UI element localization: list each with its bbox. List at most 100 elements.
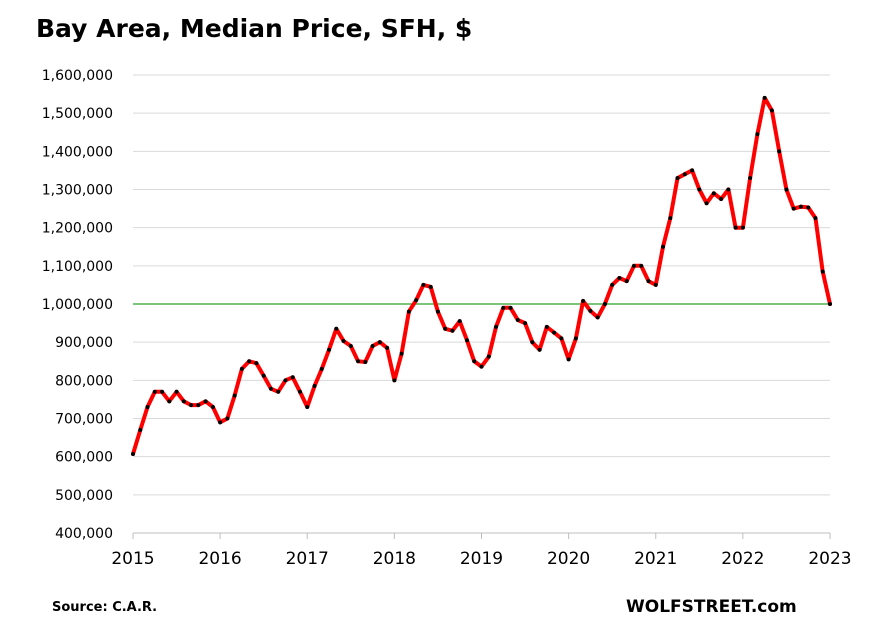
data-point [828, 302, 832, 306]
data-point [370, 343, 375, 348]
data-point [588, 308, 593, 313]
data-point [464, 338, 469, 343]
data-point [617, 276, 622, 281]
y-tick-label: 700,000 [55, 412, 113, 428]
data-point [385, 345, 390, 350]
data-point [160, 389, 165, 394]
data-point [472, 359, 477, 364]
y-tick-label: 1,600,000 [42, 68, 113, 84]
y-tick-label: 1,500,000 [42, 106, 113, 122]
x-tick-label: 2021 [634, 549, 677, 569]
series-group [131, 95, 832, 456]
y-tick-label: 1,400,000 [42, 144, 113, 160]
data-point [711, 191, 716, 196]
data-point [450, 328, 455, 333]
data-point [494, 324, 499, 329]
data-point [508, 305, 513, 310]
data-point [552, 330, 557, 335]
data-point [297, 389, 302, 394]
data-point [479, 364, 484, 369]
data-point [653, 282, 658, 287]
x-tick-label: 2022 [721, 549, 764, 569]
data-point [290, 375, 295, 380]
data-point [595, 315, 600, 320]
x-axis: 2015 2016 2017 2018 2019 2020 2021 2022 2023 [111, 532, 852, 569]
data-point [312, 384, 317, 389]
data-point [283, 378, 288, 383]
data-point [697, 187, 702, 192]
data-point [428, 284, 433, 289]
brand-watermark: WOLFSTREET.com [626, 597, 797, 617]
data-point [457, 319, 462, 324]
data-point [704, 201, 709, 206]
data-point [486, 354, 491, 359]
data-point [501, 305, 506, 310]
data-point [675, 176, 680, 181]
data-point [377, 340, 382, 345]
data-point [762, 95, 767, 100]
data-point [661, 244, 666, 249]
data-point [319, 366, 324, 371]
y-tick-label: 1,200,000 [42, 221, 113, 237]
x-tick-label: 2016 [198, 549, 241, 569]
data-point [203, 399, 208, 404]
data-point [581, 298, 586, 303]
data-point [769, 108, 774, 113]
y-tick-label: 900,000 [55, 335, 113, 351]
data-point [247, 359, 252, 364]
y-tick-label: 1,100,000 [42, 259, 113, 275]
data-point [356, 359, 361, 364]
data-point [239, 366, 244, 371]
data-point [726, 187, 731, 192]
y-tick-label: 800,000 [55, 373, 113, 389]
data-point [348, 343, 353, 348]
data-point [523, 321, 528, 326]
data-point [152, 389, 157, 394]
data-point [784, 187, 789, 192]
data-point [806, 205, 811, 210]
data-point [254, 361, 259, 366]
data-point [406, 309, 411, 314]
data-point [174, 389, 179, 394]
data-point [131, 451, 135, 456]
x-tick-label: 2020 [547, 549, 590, 569]
x-tick-label: 2018 [373, 549, 416, 569]
y-tick-label: 1,000,000 [42, 297, 113, 313]
y-tick-label: 1,300,000 [42, 183, 113, 199]
y-axis-tick-labels: 400,000 500,000 600,000 700,000 800,000 900,0… [42, 68, 113, 542]
data-point [566, 357, 571, 362]
data-point [682, 172, 687, 177]
x-tick-label: 2017 [286, 549, 329, 569]
data-point [740, 225, 745, 230]
data-point [232, 393, 237, 398]
data-point [537, 347, 542, 352]
data-point [602, 302, 607, 306]
data-point [435, 309, 440, 314]
x-tick-label: 2015 [111, 549, 154, 569]
data-point [733, 225, 738, 230]
data-point [189, 403, 194, 408]
data-point [610, 282, 615, 287]
data-point [341, 339, 346, 344]
data-point [624, 279, 629, 284]
gridlines [133, 74, 830, 534]
data-point [443, 326, 448, 331]
data-point [515, 318, 520, 323]
data-point [218, 420, 223, 425]
data-point [631, 263, 636, 268]
data-point [261, 373, 266, 378]
data-point [181, 399, 186, 404]
data-point [791, 206, 796, 211]
data-point [196, 403, 201, 408]
y-tick-label: 500,000 [55, 488, 113, 504]
data-point [573, 336, 578, 341]
data-point [327, 347, 332, 352]
data-point [334, 326, 339, 331]
data-point [225, 416, 230, 421]
source-note: Source: C.A.R. [52, 600, 158, 615]
x-tick-label: 2019 [460, 549, 503, 569]
data-point [646, 279, 651, 284]
x-tick-label: 2023 [808, 549, 851, 569]
data-point [798, 204, 803, 209]
